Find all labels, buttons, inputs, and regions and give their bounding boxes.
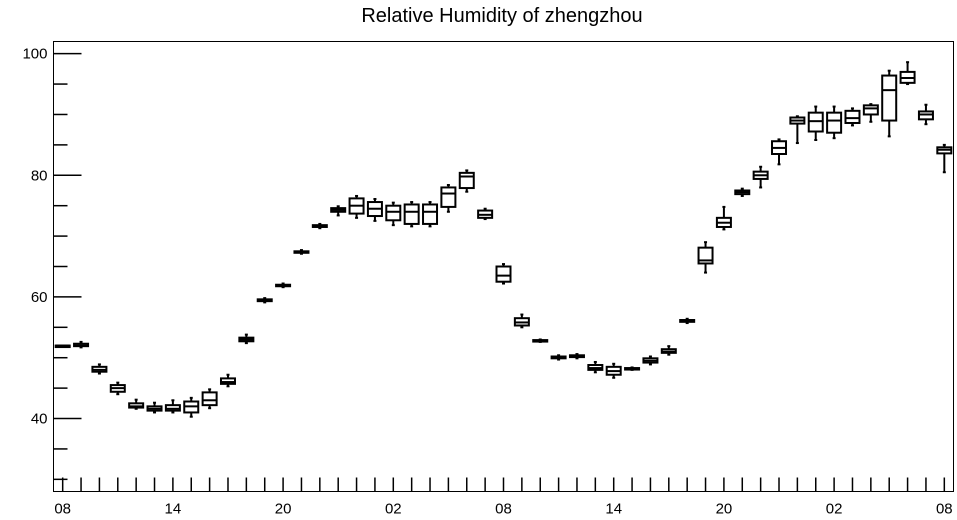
y-axis: 40 60 80 100	[22, 46, 82, 481]
box-item	[219, 373, 236, 388]
x-tick-label: 20	[275, 501, 292, 518]
box-item	[715, 205, 732, 231]
box-item	[513, 313, 530, 329]
box-item	[862, 103, 879, 123]
box-item	[532, 338, 549, 343]
chart-title: Relative Humidity of zhengzhou	[361, 5, 642, 27]
box-item	[440, 184, 457, 213]
box-item	[54, 344, 71, 349]
box-item	[752, 165, 769, 189]
box-item	[458, 169, 475, 193]
box-item	[311, 222, 328, 230]
box-item	[899, 61, 916, 86]
x-axis: 08 14 20 02 08 14 20 02 08	[54, 477, 953, 518]
box-item	[109, 381, 126, 396]
box-item	[660, 345, 677, 356]
box-item	[422, 201, 439, 228]
box-item	[477, 207, 494, 221]
box-iqr	[422, 203, 439, 225]
x-tick-label: 08	[54, 501, 71, 518]
box-iqr	[495, 265, 512, 283]
box-item	[550, 354, 567, 361]
box-iqr	[385, 204, 402, 222]
box-iqr	[826, 111, 843, 134]
box-item	[605, 362, 622, 379]
box-item	[330, 205, 347, 217]
box-item	[403, 201, 420, 228]
box-item	[293, 249, 310, 255]
x-tick-label: 14	[605, 501, 622, 518]
box-series	[54, 61, 953, 418]
box-item	[495, 263, 512, 285]
box-item	[807, 105, 824, 142]
box-item	[679, 317, 696, 325]
box-item	[936, 143, 953, 174]
box-iqr	[458, 171, 475, 190]
y-tick-label: 40	[31, 411, 48, 428]
x-tick-label: 08	[495, 501, 512, 518]
box-item	[881, 69, 898, 138]
box-item	[201, 388, 218, 410]
box-item	[826, 105, 843, 140]
box-iqr	[844, 109, 861, 124]
y-tick-label: 100	[22, 46, 47, 63]
box-item	[183, 396, 200, 418]
y-tick-label: 60	[31, 289, 48, 306]
box-item	[146, 401, 163, 414]
box-item	[917, 103, 934, 126]
box-iqr	[201, 391, 218, 407]
box-item	[256, 297, 273, 304]
x-tick-label: 14	[165, 501, 182, 518]
x-tick-label: 08	[936, 501, 953, 518]
box-item	[91, 363, 108, 375]
box-item	[128, 398, 145, 410]
box-item	[348, 194, 365, 219]
box-item	[844, 107, 861, 127]
box-item	[642, 355, 659, 366]
box-item	[624, 366, 641, 371]
box-iqr	[881, 74, 898, 122]
box-item	[164, 399, 181, 414]
y-tick-label: 80	[31, 167, 48, 184]
box-iqr	[440, 186, 457, 208]
box-item	[734, 187, 751, 197]
box-item	[771, 138, 788, 166]
box-item	[275, 282, 292, 289]
box-item	[587, 360, 604, 374]
x-tick-label: 02	[826, 501, 843, 518]
x-tick-label: 20	[716, 501, 733, 518]
box-item	[568, 353, 585, 360]
box-iqr	[862, 104, 879, 116]
box-item	[238, 333, 255, 345]
box-item	[73, 340, 90, 349]
box-item	[366, 198, 383, 222]
box-item	[697, 241, 714, 274]
x-tick-label: 02	[385, 501, 402, 518]
box-iqr	[403, 203, 420, 225]
box-item	[789, 115, 806, 145]
box-item	[385, 201, 402, 227]
